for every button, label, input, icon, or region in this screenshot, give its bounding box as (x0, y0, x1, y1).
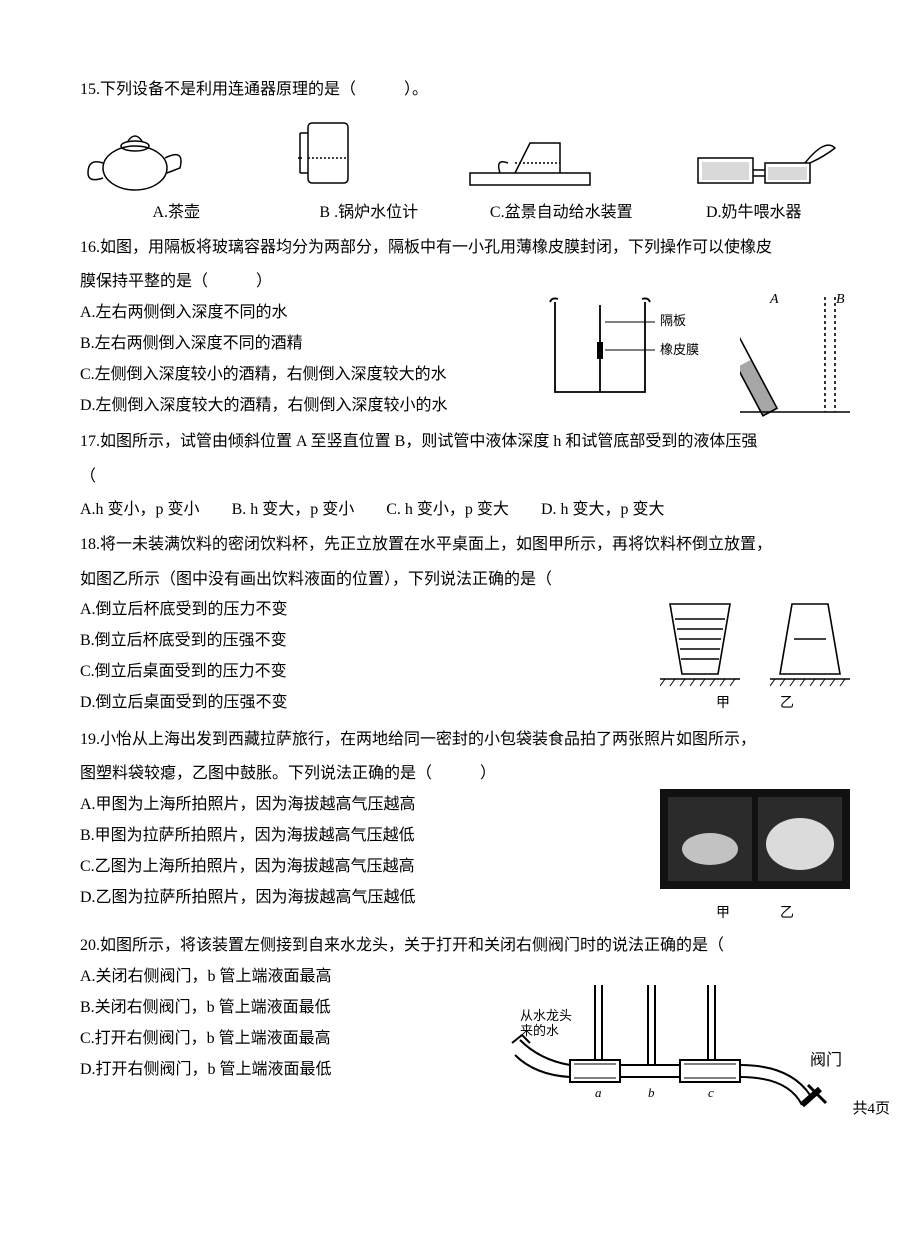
label-b: b (648, 1085, 655, 1100)
cup-upright-icon (660, 594, 740, 689)
label-c: c (708, 1085, 714, 1100)
q18-figure: 甲 乙 (660, 594, 850, 716)
snack-bags-photo (660, 789, 850, 899)
q17-stem-1: 17.如图所示，试管由倾斜位置 A 至竖直位置 B，则试管中液体深度 h 和试管… (80, 428, 850, 457)
svg-text:B: B (836, 292, 845, 307)
bonsai-waterer-icon (460, 123, 600, 193)
q18-cap-right: 乙 (780, 691, 794, 716)
q19-cap-left: 甲 (716, 901, 730, 926)
q17-opt-c[interactable]: C. h 变小，p 变大 (386, 496, 509, 525)
q16-figure: 隔板 橡皮膜 (540, 287, 720, 407)
label-inlet1: 从水龙头 (520, 1008, 572, 1023)
tube-tilt-icon: A B (740, 287, 850, 417)
q19-stem-2: 图塑料袋较瘪，乙图中鼓胀。下列说法正确的是（ ） (80, 760, 850, 789)
q19-stem-1: 19.小怡从上海出发到西藏拉萨旅行，在两地给同一密封的小包袋装食品拍了两张照片如… (80, 726, 850, 755)
q16-stem-1: 16.如图，用隔板将玻璃容器均分为两部分，隔板中有一小孔用薄橡皮膜封闭，下列操作… (80, 234, 850, 263)
cow-waterer-icon (690, 118, 840, 193)
q19-figure: 甲 乙 (660, 789, 850, 926)
label-a: a (595, 1085, 602, 1100)
q18-stem-2: 如图乙所示（图中没有画出饮料液面的位置），下列说法正确的是（ (80, 566, 850, 595)
boiler-gauge-icon (280, 113, 370, 193)
q16-options: A.左右两侧倒入深度不同的水 B.左右两侧倒入深度不同的酒精 C.左侧倒入深度较… (80, 299, 850, 420)
q17-opt-a[interactable]: A.h 变小，p 变小 (80, 496, 200, 525)
q16-opt-b[interactable]: B.左右两侧倒入深度不同的酒精 (80, 330, 850, 359)
q18-stem-1: 18.将一未装满饮料的密闭饮料杯，先正立放置在水平桌面上，如图甲所示，再将饮料杯… (80, 531, 850, 560)
label-valve: 阀门 (810, 1051, 842, 1069)
q15-opt-a[interactable]: A.茶壶 (80, 199, 273, 228)
q15-fig-bonsai (460, 123, 600, 193)
q15-fig-cow (690, 118, 840, 193)
q17-figure: A B (740, 287, 850, 417)
q17-opt-b[interactable]: B. h 变大，p 变小 (232, 496, 355, 525)
q15-stem: 15.下列设备不是利用连通器原理的是（ ）。 (80, 76, 850, 105)
q17-options: A.h 变小，p 变小 B. h 变大，p 变小 C. h 变小，p 变大 D.… (80, 496, 850, 525)
label-inlet2: 来的水 (520, 1023, 559, 1038)
q16-opt-d[interactable]: D.左侧倒入深度较大的酒精，右侧倒入深度较小的水 (80, 392, 850, 421)
label-membrane: 橡皮膜 (660, 342, 699, 357)
q15-opt-d[interactable]: D.奶牛喂水器 (658, 199, 851, 228)
q16-opt-c[interactable]: C.左侧倒入深度较小的酒精，右侧倒入深度较大的水 (80, 361, 850, 390)
q18-cap-left: 甲 (716, 691, 730, 716)
beaker-septum-icon: 隔板 橡皮膜 (540, 287, 720, 407)
venturi-tubes-icon: 从水龙头 来的水 阀门 a b c (510, 965, 850, 1115)
page-footer: 共4页 (852, 1096, 890, 1123)
q16-stem-2: 膜保持平整的是（ ） (80, 268, 850, 297)
q20-stem: 20.如图所示，将该装置左侧接到自来水龙头，关于打开和关闭右侧阀门时的说法正确的… (80, 932, 850, 961)
q15-fig-boiler (280, 113, 370, 193)
q15-fig-teapot (80, 123, 190, 193)
q16-opt-a[interactable]: A.左右两侧倒入深度不同的水 (80, 299, 850, 328)
teapot-icon (80, 123, 190, 193)
q15-figures (80, 113, 840, 193)
q19-cap-right: 乙 (780, 901, 794, 926)
cup-inverted-icon (770, 594, 850, 689)
q15-opt-c[interactable]: C.盆景自动给水装置 (465, 199, 658, 228)
q17-stem-2: （ (80, 463, 850, 492)
q15-options: A.茶壶 B .锅炉水位计 C.盆景自动给水装置 D.奶牛喂水器 (80, 199, 850, 228)
q17-opt-d[interactable]: D. h 变大，p 变大 (541, 496, 665, 525)
q20-figure: 从水龙头 来的水 阀门 a b c (510, 965, 850, 1115)
svg-text:A: A (769, 292, 779, 307)
q15-opt-b[interactable]: B .锅炉水位计 (273, 199, 466, 228)
label-septum: 隔板 (660, 313, 686, 328)
